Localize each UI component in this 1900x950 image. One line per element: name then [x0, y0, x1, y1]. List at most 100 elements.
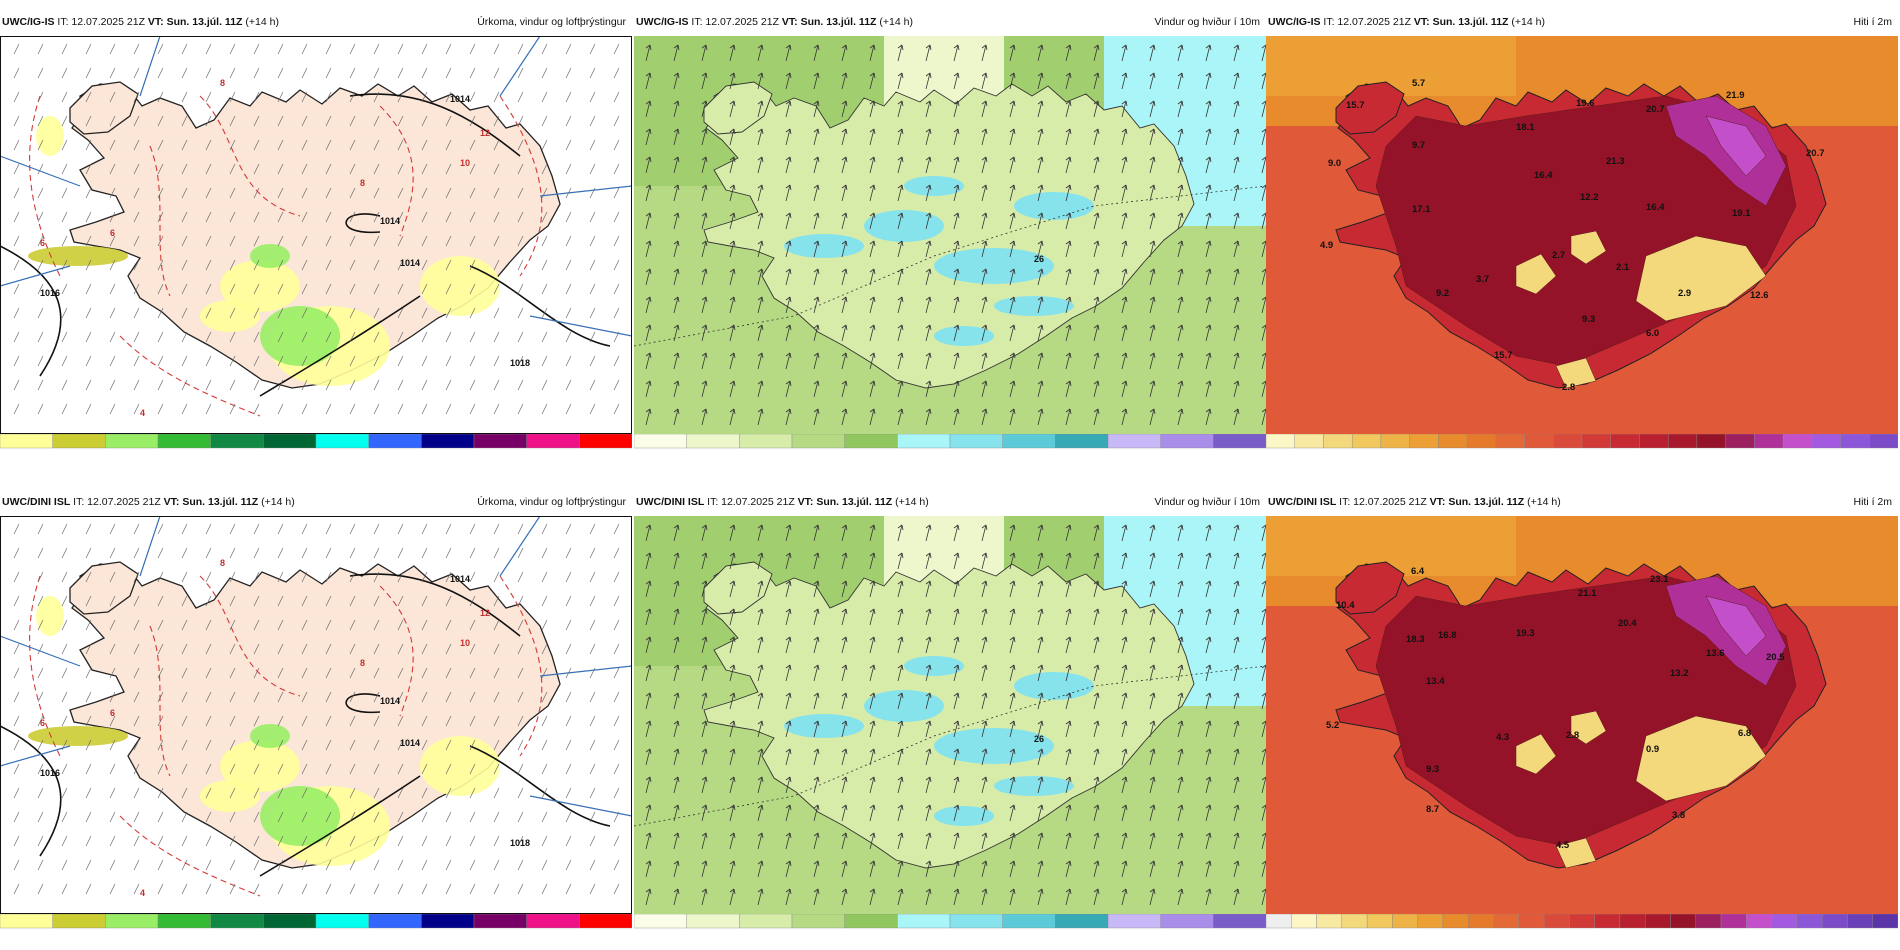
isobar-line — [349, 93, 521, 157]
wind-barb — [229, 763, 236, 775]
wind-barb — [325, 763, 332, 775]
wind-barb — [421, 715, 428, 727]
wind-arrow — [1009, 324, 1016, 342]
wind-barb — [541, 331, 548, 343]
wind-barb — [493, 211, 500, 223]
wind-barb — [109, 403, 116, 415]
wind-barb — [109, 691, 116, 703]
wind-arrow — [645, 240, 652, 258]
wind-arrow — [729, 352, 736, 370]
wind-arrow — [981, 128, 988, 146]
wind-barb — [373, 619, 380, 631]
wind-barb — [61, 619, 68, 631]
wind-arrow — [701, 380, 708, 398]
wind-arrow — [1261, 608, 1266, 626]
wind-arrow — [953, 72, 960, 90]
map-value-label: 2.8 — [1566, 730, 1579, 741]
graticule-line — [499, 516, 541, 577]
wind-barb — [493, 859, 500, 871]
wind-arrow — [785, 212, 792, 230]
wind-arrow — [1065, 44, 1072, 62]
wind-barb — [61, 523, 68, 535]
wind-arrow — [1149, 776, 1156, 794]
wind-arrow — [953, 804, 960, 822]
wind-arrow — [1205, 748, 1212, 766]
wind-arrow — [1037, 888, 1044, 906]
wind-arrow — [869, 352, 876, 370]
wind-barb — [469, 379, 476, 391]
colorbar-swatch — [1667, 434, 1698, 449]
wind-arrow — [701, 580, 708, 598]
wind-barb — [85, 67, 92, 79]
wind-arrow — [1121, 860, 1128, 878]
panel-title: UWC/DINI ISL IT: 12.07.2025 21Z VT: Sun.… — [0, 494, 632, 510]
wind-arrow — [673, 380, 680, 398]
wind-barb — [277, 187, 284, 199]
wind-barb — [37, 883, 44, 895]
wind-barb — [565, 259, 572, 271]
init-time: IT: 12.07.2025 21Z — [73, 496, 161, 508]
wind-arrow — [757, 608, 764, 626]
colorbar-swatch — [844, 434, 898, 449]
map-value-label: 1014 — [380, 216, 400, 226]
wind-arrow — [925, 72, 932, 90]
wind-arrow — [981, 888, 988, 906]
wind-arrow — [1233, 524, 1240, 542]
wind-barb — [421, 43, 428, 55]
wind-arrow — [1009, 44, 1016, 62]
colorbar: 02468101214161820 — [634, 434, 1266, 450]
wind-barb — [469, 403, 476, 415]
wind-arrow — [813, 804, 820, 822]
forecast-offset: (+14 h) — [895, 496, 929, 508]
wind-arrow — [1009, 580, 1016, 598]
wind-barb — [109, 163, 116, 175]
wind-barb — [469, 43, 476, 55]
wind-barb — [253, 595, 260, 607]
wind-barb — [397, 619, 404, 631]
wind-barb — [301, 691, 308, 703]
wind-barb — [37, 667, 44, 679]
wind-barb — [565, 739, 572, 751]
wind-arrow — [1177, 608, 1184, 626]
wind-arrow — [981, 664, 988, 682]
wind-barb — [613, 883, 620, 895]
wind-arrow — [897, 580, 904, 598]
wind-arrow — [1233, 552, 1240, 570]
wind-arrow — [1177, 156, 1184, 174]
wind-barb — [325, 163, 332, 175]
wind-arrow — [1233, 860, 1240, 878]
wind-barb — [85, 43, 92, 55]
wind-barb — [565, 355, 572, 367]
colorbar-swatch — [368, 914, 422, 929]
wind-arrow — [1093, 552, 1100, 570]
wind-arrow — [981, 408, 988, 426]
wind-barb — [37, 691, 44, 703]
wind-barb — [13, 307, 20, 319]
colorbar-swatch — [473, 434, 527, 449]
wind-barb — [565, 235, 572, 247]
isobar-line — [469, 745, 611, 827]
field-title: Vindur og hviður í 10m — [1154, 16, 1260, 28]
wind-arrow — [673, 608, 680, 626]
wind-arrow — [1261, 212, 1266, 230]
wind-barb — [109, 547, 116, 559]
wind-barb — [445, 259, 452, 271]
wind-barb — [253, 643, 260, 655]
isobar-line — [349, 573, 521, 637]
wind-arrow — [701, 608, 708, 626]
colorbar-swatch — [1266, 914, 1292, 929]
isobar-line — [469, 265, 611, 347]
wind-arrow — [841, 408, 848, 426]
wind-barb — [397, 115, 404, 127]
wind-arrow — [1149, 860, 1156, 878]
wind-barb — [61, 763, 68, 775]
wind-barb — [61, 571, 68, 583]
wind-barb — [229, 235, 236, 247]
wind-barb — [13, 355, 20, 367]
wind-arrow — [1205, 664, 1212, 682]
wind-barb — [301, 763, 308, 775]
colorbar-swatch — [263, 434, 317, 449]
wind-barb — [517, 547, 524, 559]
wind-arrow — [1037, 776, 1044, 794]
wind-arrow — [1093, 832, 1100, 850]
